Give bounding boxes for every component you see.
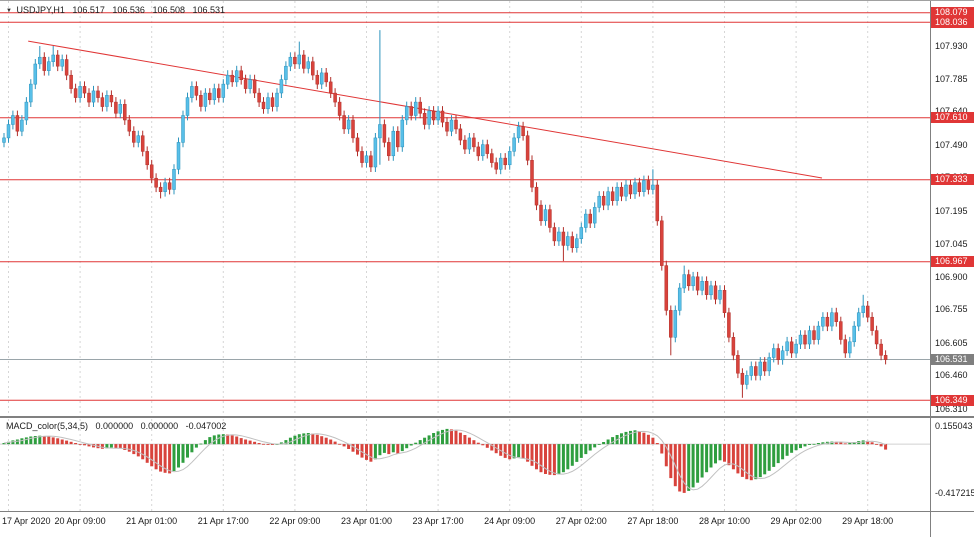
macd-name: MACD_color(5,34,5): [6, 421, 89, 431]
ohlc-open: 106.517: [72, 5, 105, 15]
price-axis-label: 106.310: [935, 404, 968, 415]
macd-histogram: [2, 428, 888, 493]
price-axis-label: 106.755: [935, 304, 968, 315]
time-axis-label: 17 Apr 2020: [2, 516, 51, 526]
time-axis-label: 27 Apr 02:00: [555, 516, 607, 526]
macd-value-2: 0.000000: [140, 421, 179, 431]
current-price-flag: 106.531: [931, 354, 974, 366]
time-axis-label: 29 Apr 18:00: [842, 516, 894, 526]
price-grid: [8, 1, 869, 416]
pane-separator[interactable]: [0, 416, 974, 418]
price-axis-border: [930, 1, 931, 537]
price-axis-label: 107.930: [935, 41, 968, 52]
ohlc-high: 106.536: [112, 5, 145, 15]
price-chart-canvas[interactable]: [0, 1, 930, 416]
level-price-flag: 108.079: [931, 7, 974, 19]
macd-value-3: -0.047002: [185, 421, 227, 431]
macd-axis-label: -0.417215: [935, 487, 974, 498]
symbol-dropdown-icon[interactable]: ▼: [6, 8, 12, 14]
price-axis-label: 106.460: [935, 370, 968, 381]
time-axis-label: 23 Apr 01:00: [340, 516, 392, 526]
price-axis-label: 107.785: [935, 73, 968, 84]
time-axis-label: 28 Apr 10:00: [698, 516, 750, 526]
ohlc-close: 106.531: [192, 5, 226, 15]
time-axis-label: 23 Apr 17:00: [412, 516, 464, 526]
candlesticks: [2, 30, 888, 398]
time-axis-label: 24 Apr 09:00: [484, 516, 536, 526]
level-price-flag: 107.610: [931, 112, 974, 124]
price-axis-label: 106.900: [935, 271, 968, 282]
symbol-name: USDJPY,H1: [16, 5, 65, 15]
macd-value-1: 0.000000: [95, 421, 134, 431]
time-axis-label: 21 Apr 17:00: [197, 516, 249, 526]
symbol-ohlc-readout: ▼ USDJPY,H1 106.517 106.536 106.508 106.…: [6, 5, 225, 15]
macd-chart-canvas[interactable]: [0, 419, 930, 511]
level-price-flag: 106.349: [931, 394, 974, 406]
time-axis-label: 22 Apr 09:00: [269, 516, 321, 526]
ohlc-low: 106.508: [152, 5, 186, 15]
time-axis-label: 29 Apr 02:00: [770, 516, 822, 526]
price-axis-label: 107.640: [935, 106, 968, 117]
price-axis-label: 107.490: [935, 139, 968, 150]
price-axis-label: 106.605: [935, 337, 968, 348]
level-price-flag: 108.036: [931, 16, 974, 28]
price-axis[interactable]: 107.930107.785107.640107.490107.345107.1…: [930, 1, 974, 537]
time-axis-label: 21 Apr 01:00: [126, 516, 178, 526]
time-axis-label: 27 Apr 18:00: [627, 516, 679, 526]
time-axis-separator[interactable]: [0, 511, 974, 512]
price-axis-label: 107.195: [935, 205, 968, 216]
level-price-flag: 106.967: [931, 256, 974, 268]
macd-indicator-readout: MACD_color(5,34,5) 0.000000 0.000000 -0.…: [6, 421, 226, 431]
horizontal-level-lines[interactable]: [0, 12, 930, 401]
macd-signal-line: [3, 429, 886, 491]
macd-axis-label: 0.155043: [935, 420, 973, 431]
time-axis-label: 20 Apr 09:00: [54, 516, 106, 526]
level-price-flag: 107.333: [931, 174, 974, 186]
price-axis-label: 107.045: [935, 239, 968, 250]
time-axis[interactable]: 17 Apr 2020 20 Apr 09:00 21 Apr 01:00 21 Ap…: [0, 512, 930, 537]
